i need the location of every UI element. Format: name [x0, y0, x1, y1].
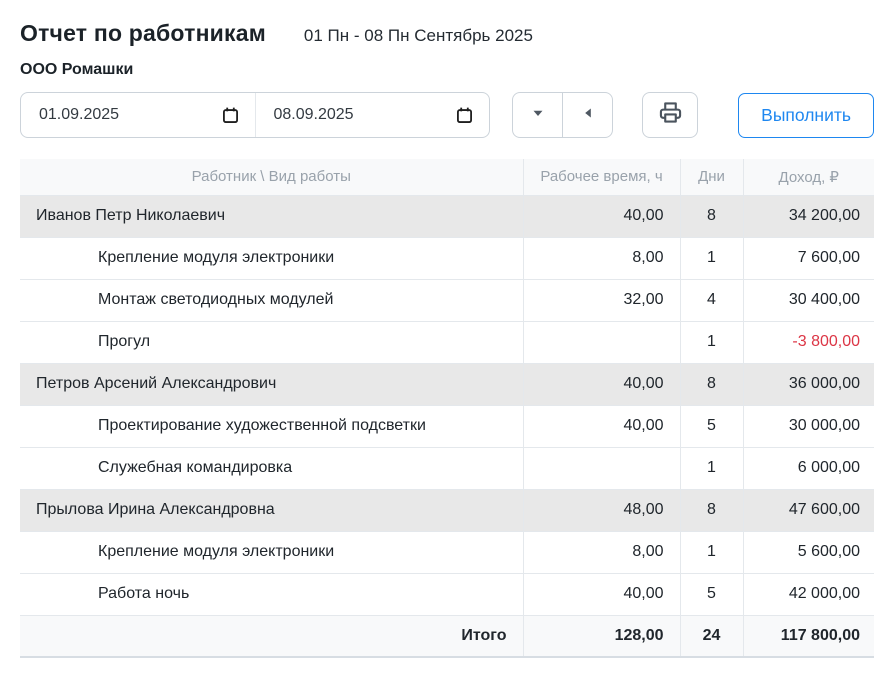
totals-days: 24	[679, 614, 744, 658]
row-hours: 40,00	[522, 194, 681, 238]
row-name: Крепление модуля электроники	[20, 530, 524, 574]
company-name: ООО Ромашки	[20, 61, 134, 78]
row-name: Иванов Петр Николаевич	[20, 194, 524, 238]
table-body: Иванов Петр Николаевич 40,00 8 34 200,00 Кре…	[20, 194, 874, 616]
row-hours	[522, 446, 681, 490]
row-name: Работа ночь	[20, 572, 524, 616]
column-header: Дни	[679, 159, 744, 196]
date-range-group: 01.09.2025 08.09.2025	[20, 92, 490, 138]
date-from-value: 01.09.2025	[39, 106, 120, 123]
row-name: Петров Арсений Александрович	[20, 362, 524, 406]
printer-icon	[659, 101, 682, 129]
row-name: Служебная командировка	[20, 446, 524, 490]
work-type-row: Прогул 1 -3 800,00	[20, 320, 874, 364]
date-to-input[interactable]: 08.09.2025	[254, 93, 490, 137]
print-button[interactable]	[642, 92, 698, 138]
report-header: Отчет по работникам 01 Пн - 08 Пн Сентяб…	[20, 20, 874, 47]
totals-hours: 128,00	[522, 614, 681, 658]
row-income: 30 000,00	[742, 404, 874, 448]
row-name: Монтаж светодиодных модулей	[20, 278, 524, 322]
page-title: Отчет по работникам	[20, 20, 266, 46]
employee-group-row: Иванов Петр Николаевич 40,00 8 34 200,00	[20, 194, 874, 238]
row-income: 47 600,00	[742, 488, 874, 532]
toolbar: 01.09.2025 08.09.2025	[20, 92, 874, 138]
row-income: 6 000,00	[742, 446, 874, 490]
row-hours: 40,00	[522, 362, 681, 406]
row-hours: 8,00	[522, 530, 681, 574]
row-days: 4	[679, 278, 744, 322]
totals-row: Итого 128,00 24 117 800,00	[20, 614, 874, 658]
work-type-row: Работа ночь 40,00 5 42 000,00	[20, 572, 874, 616]
row-days: 8	[679, 362, 744, 406]
row-income: 30 400,00	[742, 278, 874, 322]
row-days: 8	[679, 194, 744, 238]
row-income: 5 600,00	[742, 530, 874, 574]
row-name: Крепление модуля электроники	[20, 236, 524, 280]
row-hours: 32,00	[522, 278, 681, 322]
row-hours: 48,00	[522, 488, 681, 532]
work-type-row: Служебная командировка 1 6 000,00	[20, 446, 874, 490]
row-income: -3 800,00	[742, 320, 874, 364]
work-type-row: Проектирование художественной подсветки 4…	[20, 404, 874, 448]
totals-label: Итого	[20, 614, 524, 658]
row-income: 34 200,00	[742, 194, 874, 238]
totals-income: 117 800,00	[742, 614, 874, 658]
column-header: Рабочее время, ч	[522, 159, 681, 196]
work-type-row: Крепление модуля электроники 8,00 1 7 600,0…	[20, 236, 874, 280]
work-type-row: Крепление модуля электроники 8,00 1 5 600,0…	[20, 530, 874, 574]
date-from-input[interactable]: 01.09.2025	[21, 93, 255, 137]
row-days: 1	[679, 236, 744, 280]
row-name: Проектирование художественной подсветки	[20, 404, 524, 448]
execute-button[interactable]: Выполнить	[738, 92, 874, 138]
row-days: 1	[679, 446, 744, 490]
row-income: 42 000,00	[742, 572, 874, 616]
work-type-row: Монтаж светодиодных модулей 32,00 4 30 400,…	[20, 278, 874, 322]
column-header: Работник \ Вид работы	[20, 159, 524, 196]
table-header-row: Работник \ Вид работы Рабочее время, ч Дни…	[20, 159, 874, 196]
row-hours	[522, 320, 681, 364]
row-hours: 8,00	[522, 236, 681, 280]
row-name: Прылова Ирина Александровна	[20, 488, 524, 532]
calendar-icon[interactable]	[222, 107, 239, 124]
employee-group-row: Петров Арсений Александрович 40,00 8 36 000…	[20, 362, 874, 406]
row-days: 8	[679, 488, 744, 532]
report-table: Работник \ Вид работы Рабочее время, ч Дни…	[20, 159, 874, 658]
row-days: 1	[679, 530, 744, 574]
row-days: 5	[679, 572, 744, 616]
period-nav-group	[512, 92, 613, 138]
row-days: 1	[679, 320, 744, 364]
caret-left-icon	[582, 106, 594, 124]
row-hours: 40,00	[522, 572, 681, 616]
row-name: Прогул	[20, 320, 524, 364]
row-hours: 40,00	[522, 404, 681, 448]
employee-group-row: Прылова Ирина Александровна 48,00 8 47 600,…	[20, 488, 874, 532]
date-to-value: 08.09.2025	[273, 106, 354, 123]
row-income: 7 600,00	[742, 236, 874, 280]
calendar-icon[interactable]	[456, 107, 473, 124]
column-header: Доход, ₽	[742, 159, 874, 196]
period-dropdown-button[interactable]	[512, 92, 563, 138]
row-days: 5	[679, 404, 744, 448]
caret-down-icon	[532, 106, 544, 124]
row-income: 36 000,00	[742, 362, 874, 406]
previous-period-button[interactable]	[562, 92, 613, 138]
report-period: 01 Пн - 08 Пн Сентябрь 2025	[303, 26, 533, 45]
